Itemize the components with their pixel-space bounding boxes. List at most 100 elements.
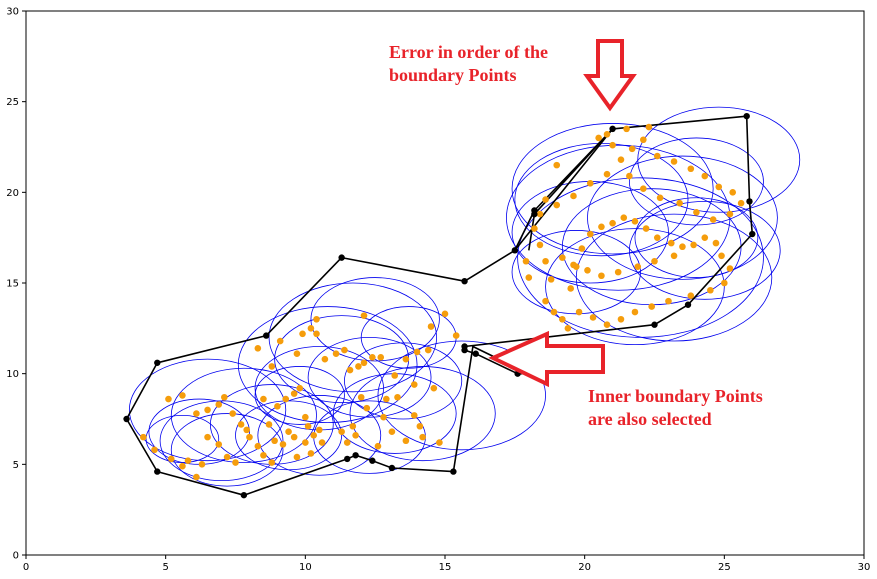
data-point bbox=[140, 433, 147, 441]
boundary-point bbox=[240, 491, 248, 499]
boundary-point bbox=[684, 301, 692, 308]
data-point bbox=[290, 390, 298, 397]
x-tick-label: 20 bbox=[578, 562, 591, 573]
annotation-2-line-1: Inner boundary Points bbox=[588, 386, 763, 406]
x-tick-label: 15 bbox=[439, 562, 452, 573]
boundary-point bbox=[450, 468, 457, 475]
data-circle bbox=[344, 342, 463, 420]
data-point bbox=[737, 199, 745, 207]
data-point bbox=[598, 223, 605, 231]
boundary-point bbox=[154, 359, 161, 366]
data-point bbox=[349, 422, 357, 430]
boundary-point bbox=[338, 254, 345, 261]
data-point bbox=[729, 189, 737, 196]
arrow-down-icon bbox=[583, 39, 637, 112]
data-point bbox=[586, 179, 594, 187]
data-circle bbox=[310, 277, 440, 362]
data-point bbox=[726, 265, 734, 272]
data-point bbox=[296, 384, 304, 392]
data-point bbox=[377, 354, 385, 361]
data-point bbox=[427, 323, 435, 330]
data-point bbox=[246, 433, 253, 441]
data-point bbox=[553, 161, 561, 169]
data-circle bbox=[159, 400, 284, 482]
y-tick-label: 25 bbox=[6, 97, 19, 108]
data-point bbox=[268, 363, 276, 370]
data-point bbox=[536, 241, 544, 249]
data-point bbox=[338, 428, 345, 435]
y-tick-label: 15 bbox=[6, 279, 19, 290]
data-point bbox=[198, 461, 206, 468]
data-point bbox=[274, 403, 281, 410]
data-point bbox=[726, 210, 734, 218]
axis-ticks: 0 5 10 15 20 25 30 0 5 10 15 20 25 30 bbox=[6, 7, 870, 574]
data-point bbox=[151, 446, 158, 454]
data-point bbox=[718, 252, 725, 260]
data-point bbox=[167, 455, 175, 463]
data-circle bbox=[545, 228, 725, 346]
data-point bbox=[648, 303, 656, 310]
data-point bbox=[603, 170, 611, 178]
data-point bbox=[232, 459, 239, 466]
data-circle bbox=[307, 336, 432, 418]
data-point bbox=[260, 451, 267, 459]
data-point bbox=[578, 245, 586, 252]
data-point bbox=[667, 239, 675, 247]
boundary-point bbox=[511, 247, 519, 254]
data-point bbox=[204, 406, 211, 414]
data-point bbox=[536, 210, 544, 218]
data-circle bbox=[145, 414, 220, 463]
data-point bbox=[676, 199, 683, 207]
data-point bbox=[357, 393, 365, 401]
data-point bbox=[369, 354, 376, 361]
arrow-left-icon bbox=[488, 330, 605, 388]
data-point bbox=[628, 145, 636, 153]
data-point bbox=[271, 437, 278, 445]
data-point bbox=[416, 422, 424, 430]
data-point bbox=[651, 257, 658, 265]
data-point bbox=[640, 185, 647, 193]
data-point bbox=[360, 359, 368, 367]
data-point bbox=[302, 413, 309, 421]
data-point bbox=[341, 346, 348, 354]
data-point bbox=[609, 219, 616, 227]
data-point bbox=[589, 314, 597, 321]
data-point bbox=[268, 459, 276, 466]
data-point bbox=[346, 366, 354, 374]
data-point bbox=[721, 279, 728, 287]
boundary-point bbox=[651, 321, 658, 328]
data-point bbox=[380, 413, 387, 421]
data-point bbox=[631, 218, 639, 225]
data-point bbox=[363, 404, 371, 412]
data-point bbox=[343, 439, 351, 446]
data-point bbox=[410, 381, 418, 388]
data-point bbox=[679, 243, 686, 251]
data-point bbox=[623, 125, 630, 133]
data-point bbox=[355, 363, 362, 370]
boundary-point bbox=[746, 198, 753, 205]
data-point bbox=[687, 292, 695, 299]
data-point bbox=[254, 344, 262, 352]
data-point bbox=[352, 432, 359, 439]
data-point bbox=[316, 426, 323, 434]
y-tick-label: 0 bbox=[13, 551, 19, 562]
boundary-point bbox=[123, 415, 130, 423]
data-point bbox=[570, 261, 577, 269]
data-point bbox=[254, 442, 262, 450]
data-point bbox=[595, 134, 602, 142]
data-circle bbox=[634, 197, 759, 278]
data-point bbox=[642, 225, 650, 232]
data-point bbox=[413, 348, 421, 356]
data-point bbox=[670, 158, 678, 165]
data-point bbox=[302, 439, 309, 446]
data-point bbox=[313, 315, 320, 323]
data-point bbox=[584, 267, 591, 274]
data-circle bbox=[628, 137, 764, 226]
data-point bbox=[285, 428, 292, 435]
boundary-point bbox=[472, 350, 479, 357]
data-circle bbox=[349, 366, 496, 462]
annotation-1-line-1: Error in order of the bbox=[389, 42, 548, 62]
annotation-2-line-2: are also selected bbox=[588, 409, 712, 429]
data-point bbox=[383, 395, 390, 403]
